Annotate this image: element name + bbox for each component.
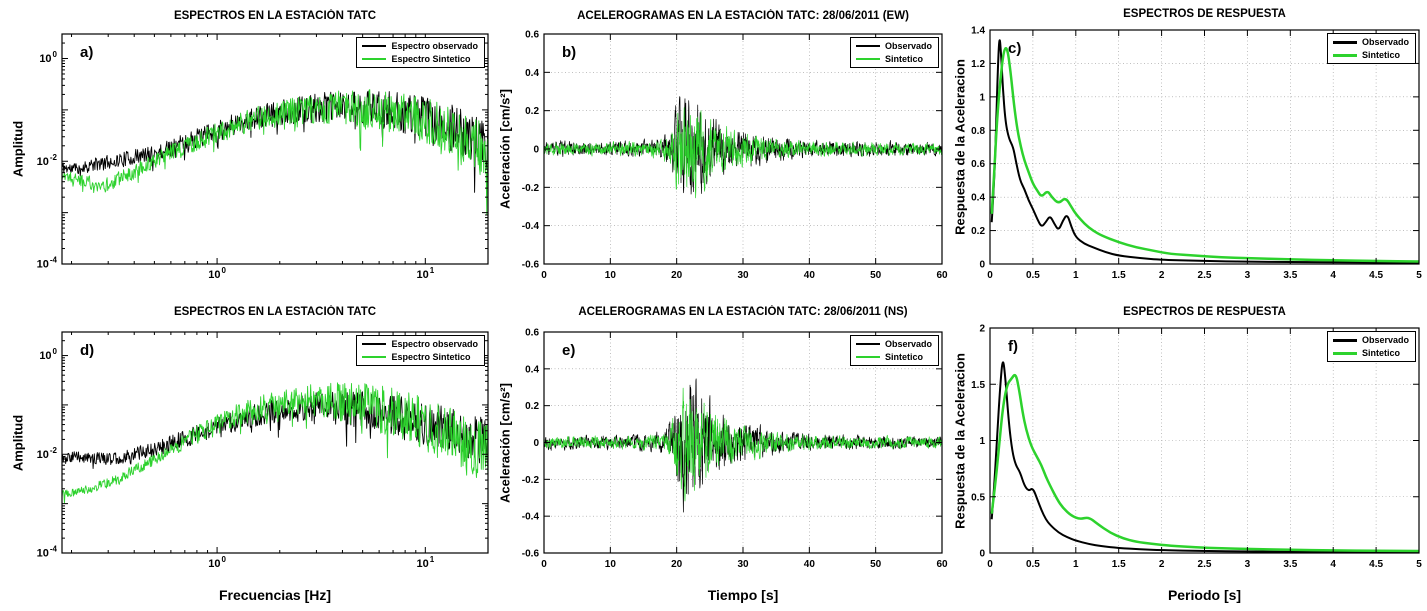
panel-a-ylabel: Amplitud <box>10 120 26 178</box>
legend-entry: Observado <box>1332 37 1409 47</box>
legend-label: Espectro Sintetico <box>391 352 471 362</box>
legend-entry: Espectro Sintetico <box>362 352 478 362</box>
legend-entry: Observado <box>855 41 932 51</box>
panel-b-ylabel: Aceleración [cm/s²] <box>497 89 513 209</box>
legend-line-swatch <box>1332 338 1357 342</box>
panel-d-xlabel: Frecuencias [Hz] <box>218 587 332 603</box>
panel-a-legend: Espectro observado Espectro Sintetico <box>356 37 485 68</box>
panel-c-legend: Observado Sintetico <box>1326 33 1416 64</box>
legend-label: Espectro observado <box>391 41 478 51</box>
legend-label: Espectro Sintetico <box>391 54 471 64</box>
panel-d-letter: d) <box>80 342 95 359</box>
legend-label: Sintetico <box>1361 50 1400 60</box>
legend-line-swatch <box>362 343 387 345</box>
panel-d-legend: Espectro observado Espectro Sintetico <box>356 335 485 366</box>
legend-line-swatch <box>855 58 880 60</box>
legend-line-swatch <box>855 45 880 47</box>
legend-entry: Espectro observado <box>362 339 478 349</box>
panel-f: ESPECTROS DE RESPUESTA Respuesta de la A… <box>950 300 1427 611</box>
legend-entry: Observado <box>1332 335 1409 345</box>
panel-e-title: ACELEROGRAMAS EN LA ESTACIÓN TATC: 28/06… <box>578 306 908 318</box>
panel-e: ACELEROGRAMAS EN LA ESTACIÓN TATC: 28/06… <box>498 300 950 611</box>
legend-line-swatch <box>855 356 880 358</box>
legend-label: Espectro observado <box>391 339 478 349</box>
legend-label: Observado <box>1361 335 1409 345</box>
panel-c-title: ESPECTROS DE RESPUESTA <box>1123 8 1286 20</box>
legend-line-swatch <box>855 343 880 345</box>
panel-a: ESPECTROS EN LA ESTACIÓN TATC Amplitud a… <box>0 0 500 300</box>
panel-e-legend: Observado Sintetico <box>849 335 939 366</box>
panel-b-legend: Observado Sintetico <box>849 37 939 68</box>
legend-line-swatch <box>1332 53 1357 57</box>
legend-entry: Espectro Sintetico <box>362 54 478 64</box>
legend-label: Observado <box>884 339 932 349</box>
panel-c-ylabel: Respuesta de la Aceleracion <box>952 59 968 235</box>
panel-b-title: ACELEROGRAMAS EN LA ESTACIÓN TATC: 28/06… <box>577 10 909 22</box>
panel-f-xlabel: Periodo [s] <box>1167 587 1242 603</box>
panel-d-title: ESPECTROS EN LA ESTACIÓN TATC <box>173 306 377 318</box>
panel-f-legend: Observado Sintetico <box>1326 331 1416 362</box>
legend-label: Sintetico <box>1361 348 1400 358</box>
legend-line-swatch <box>1332 40 1357 44</box>
panel-b: ACELEROGRAMAS EN LA ESTACIÓN TATC: 28/06… <box>498 0 950 300</box>
legend-label: Observado <box>884 41 932 51</box>
legend-label: Sintetico <box>884 54 923 64</box>
legend-line-swatch <box>362 356 387 358</box>
legend-label: Observado <box>1361 37 1409 47</box>
panel-d-ylabel: Amplitud <box>10 414 26 471</box>
panel-e-xlabel: Tiempo [s] <box>707 587 779 603</box>
panel-c: ESPECTROS DE RESPUESTA Respuesta de la A… <box>950 0 1427 300</box>
legend-label: Sintetico <box>884 352 923 362</box>
legend-entry: Sintetico <box>855 352 932 362</box>
legend-entry: Sintetico <box>1332 50 1409 60</box>
legend-entry: Sintetico <box>1332 348 1409 358</box>
panel-c-letter: c) <box>1008 40 1022 57</box>
legend-line-swatch <box>1332 351 1357 355</box>
panel-f-title: ESPECTROS DE RESPUESTA <box>1123 306 1286 318</box>
panel-e-letter: e) <box>562 342 576 359</box>
legend-entry: Espectro observado <box>362 41 478 51</box>
panel-e-ylabel: Aceleración [cm/s²] <box>497 382 513 503</box>
panel-d: ESPECTROS EN LA ESTACIÓN TATC Amplitud F… <box>0 300 500 611</box>
panel-f-letter: f) <box>1008 338 1018 355</box>
legend-line-swatch <box>362 45 387 47</box>
panel-f-ylabel: Respuesta de la Aceleracion <box>952 352 968 529</box>
legend-line-swatch <box>362 58 387 60</box>
legend-entry: Observado <box>855 339 932 349</box>
panel-a-letter: a) <box>80 44 94 61</box>
panel-b-letter: b) <box>562 44 577 61</box>
legend-entry: Sintetico <box>855 54 932 64</box>
panel-a-title: ESPECTROS EN LA ESTACIÓN TATC <box>173 10 377 22</box>
